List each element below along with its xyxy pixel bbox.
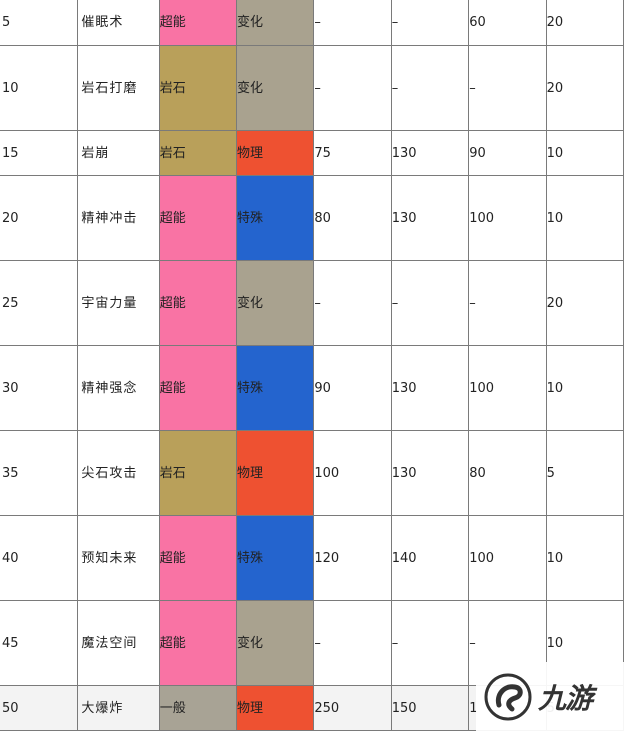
level-cell: 5: [0, 0, 79, 46]
jiuyou-logo-icon: [484, 673, 532, 720]
type-cell: 超能: [158, 260, 238, 346]
move-name-cell: 魔法空间: [77, 600, 160, 686]
power-cell: 100: [313, 430, 392, 516]
level-cell: 10: [0, 45, 79, 131]
category-cell: 物理: [235, 130, 315, 176]
level-cell: 25: [0, 260, 79, 346]
accuracy-cell: 130: [390, 430, 470, 516]
move-name-cell: 精神强念: [77, 345, 160, 431]
category-cell: 变化: [235, 600, 315, 686]
accuracy-cell: –: [390, 260, 470, 346]
pp-cell: 20: [545, 45, 625, 131]
level-cell: 45: [0, 600, 79, 686]
type-cell: 一般: [158, 685, 238, 731]
power-cell: 120: [313, 515, 392, 601]
move-name-cell: 催眠术: [77, 0, 160, 46]
accuracy-cell: 130: [390, 175, 470, 261]
table-row: 10 岩石打磨 岩石 变化 – – – 20: [0, 45, 625, 131]
pp-cell: 10: [545, 175, 625, 261]
accuracy-cell: 130: [390, 130, 470, 176]
pp-max-cell: 100: [468, 175, 547, 261]
move-name-cell: 预知未来: [77, 515, 160, 601]
pp-max-cell: 60: [468, 0, 547, 46]
pp-max-cell: 80: [468, 430, 547, 516]
level-cell: 40: [0, 515, 79, 601]
category-cell: 变化: [235, 45, 315, 131]
power-cell: 75: [313, 130, 392, 176]
pp-max-cell: 100: [468, 345, 547, 431]
level-cell: 20: [0, 175, 79, 261]
power-cell: –: [313, 600, 392, 686]
move-name-cell: 尖石攻击: [77, 430, 160, 516]
table-row: 35 尖石攻击 岩石 物理 100 130 80 5: [0, 430, 625, 516]
level-cell: 15: [0, 130, 79, 176]
type-cell: 超能: [158, 515, 238, 601]
move-name-cell: 宇宙力量: [77, 260, 160, 346]
table-row: 45 魔法空间 超能 变化 – – – 10: [0, 600, 625, 686]
category-cell: 变化: [235, 260, 315, 346]
table-row: 40 预知未来 超能 特殊 120 140 100 10: [0, 515, 625, 601]
pp-max-cell: –: [468, 45, 547, 131]
power-cell: –: [313, 45, 392, 131]
category-cell: 物理: [235, 430, 315, 516]
move-name-cell: 大爆炸: [77, 685, 160, 731]
pp-max-cell: 90: [468, 130, 547, 176]
move-name-cell: 岩崩: [77, 130, 160, 176]
level-cell: 50: [0, 685, 79, 731]
power-cell: 80: [313, 175, 392, 261]
category-cell: 特殊: [235, 515, 315, 601]
accuracy-cell: 130: [390, 345, 470, 431]
pp-max-cell: 100: [468, 515, 547, 601]
type-cell: 岩石: [158, 45, 238, 131]
watermark: 九游: [476, 662, 625, 731]
type-cell: 岩石: [158, 130, 238, 176]
category-cell: 特殊: [235, 345, 315, 431]
type-cell: 超能: [158, 175, 238, 261]
accuracy-cell: –: [390, 45, 470, 131]
type-cell: 超能: [158, 345, 238, 431]
pp-cell: 10: [545, 130, 625, 176]
category-cell: 变化: [235, 0, 315, 46]
table-row: 30 精神强念 超能 特殊 90 130 100 10: [0, 345, 625, 431]
accuracy-cell: 150: [390, 685, 470, 731]
move-name-cell: 岩石打磨: [77, 45, 160, 131]
level-cell: 35: [0, 430, 79, 516]
accuracy-cell: –: [390, 600, 470, 686]
table-row: 25 宇宙力量 超能 变化 – – – 20: [0, 260, 625, 346]
power-cell: –: [313, 0, 392, 46]
pp-cell: 20: [545, 0, 625, 46]
pp-cell: 20: [545, 260, 625, 346]
category-cell: 物理: [235, 685, 315, 731]
accuracy-cell: 140: [390, 515, 470, 601]
pp-max-cell: –: [468, 260, 547, 346]
move-name-cell: 精神冲击: [77, 175, 160, 261]
pp-cell: 10: [545, 345, 625, 431]
type-cell: 超能: [158, 0, 238, 46]
level-cell: 30: [0, 345, 79, 431]
type-cell: 超能: [158, 600, 238, 686]
accuracy-cell: –: [390, 0, 470, 46]
category-cell: 特殊: [235, 175, 315, 261]
pp-cell: 5: [545, 430, 625, 516]
type-cell: 岩石: [158, 430, 238, 516]
table-row: 5 催眠术 超能 变化 – – 60 20: [0, 0, 625, 46]
table-row: 20 精神冲击 超能 特殊 80 130 100 10: [0, 175, 625, 261]
power-cell: 90: [313, 345, 392, 431]
power-cell: 250: [313, 685, 392, 731]
pp-cell: 10: [545, 515, 625, 601]
power-cell: –: [313, 260, 392, 346]
table-row: 15 岩崩 岩石 物理 75 130 90 10: [0, 130, 625, 176]
watermark-text: 九游: [538, 681, 593, 715]
